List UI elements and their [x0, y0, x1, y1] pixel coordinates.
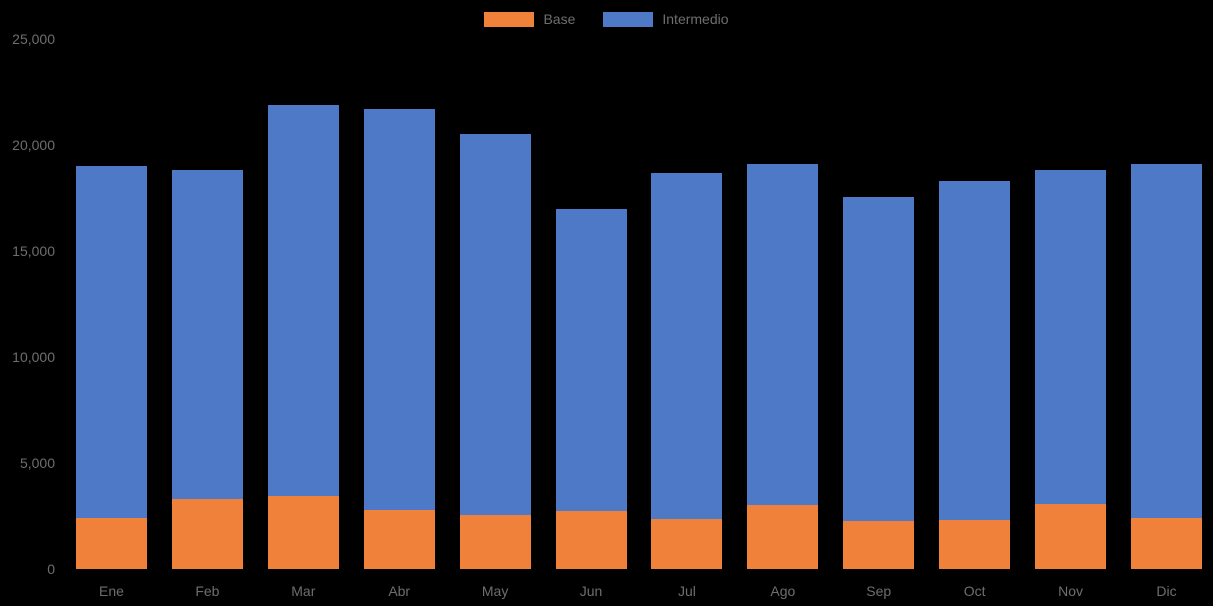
x-axis-label-may: May [481, 583, 509, 599]
x-axis: Ene Feb Mar Abr May Jun Jul Ago Sep Oct Nov Dic [76, 583, 1202, 599]
legend-label: Intermedio [662, 11, 729, 27]
bar-segment-base-jun [555, 510, 627, 569]
y-axis-tick-label: 15,000 [12, 243, 55, 259]
x-axis-label-sep: Sep [866, 583, 892, 599]
y-axis-tick-label: 25,000 [12, 31, 55, 47]
bar-segment-base-feb [171, 499, 243, 569]
x-axis-label-ago: Ago [770, 583, 796, 599]
bar-segment-intermedio-jul [651, 172, 723, 520]
bar-segment-intermedio-ene [76, 166, 147, 519]
legend-item-intermedio: Intermedio [603, 11, 729, 27]
x-axis-label-ene: Ene [99, 583, 124, 599]
bar-segment-base-ene [76, 518, 147, 569]
bar-jun [555, 39, 627, 569]
bar-segment-intermedio-dic [1130, 164, 1202, 519]
bar-ago [747, 39, 819, 569]
bar-segment-base-may [459, 514, 531, 569]
bar-segment-base-mar [267, 495, 339, 569]
y-axis-tick-label: 10,000 [12, 349, 55, 365]
bar-segment-intermedio-oct [939, 181, 1011, 521]
bar-segment-intermedio-nov [1035, 170, 1107, 505]
legend-swatch-base [484, 11, 535, 27]
plot-area [76, 39, 1202, 569]
bar-segment-intermedio-sep [843, 196, 915, 522]
bar-mar [267, 39, 339, 569]
bar-segment-base-abr [363, 509, 435, 569]
legend-item-base: Base [484, 11, 575, 27]
bar-segment-base-dic [1130, 518, 1202, 569]
bar-segment-base-sep [843, 521, 915, 569]
x-axis-label-dic: Dic [1156, 583, 1177, 599]
bar-segment-intermedio-may [459, 134, 531, 515]
y-axis-tick-label: 20,000 [12, 137, 55, 153]
chart-legend: Base Intermedio [0, 11, 1213, 27]
bar-segment-intermedio-mar [267, 104, 339, 496]
bar-sep [843, 39, 915, 569]
bar-dic [1130, 39, 1202, 569]
x-axis-label-abr: Abr [388, 583, 411, 599]
x-axis-label-oct: Oct [963, 583, 986, 599]
bar-may [459, 39, 531, 569]
x-axis-label-feb: Feb [195, 583, 220, 599]
bar-segment-base-ago [747, 505, 819, 569]
x-axis-label-nov: Nov [1058, 583, 1084, 599]
bar-segment-base-jul [651, 519, 723, 569]
bar-abr [363, 39, 435, 569]
x-axis-label-mar: Mar [291, 583, 316, 599]
bar-ene [76, 39, 147, 569]
legend-swatch-intermedio [603, 11, 654, 27]
bar-segment-intermedio-abr [363, 108, 435, 510]
legend-label: Base [543, 11, 576, 27]
bar-segment-intermedio-ago [747, 164, 819, 506]
y-axis-tick-label: 5,000 [19, 455, 55, 471]
bar-segment-base-nov [1035, 504, 1107, 569]
bar-oct [939, 39, 1011, 569]
bar-nov [1035, 39, 1107, 569]
bar-segment-intermedio-jun [555, 208, 627, 511]
bar-segment-intermedio-feb [171, 170, 243, 500]
bar-segment-base-oct [939, 520, 1011, 569]
x-axis-label-jul: Jul [677, 583, 696, 599]
x-axis-label-jun: Jun [579, 583, 603, 599]
y-axis-tick-label: 0 [47, 561, 55, 577]
bar-jul [651, 39, 723, 569]
bar-feb [171, 39, 243, 569]
